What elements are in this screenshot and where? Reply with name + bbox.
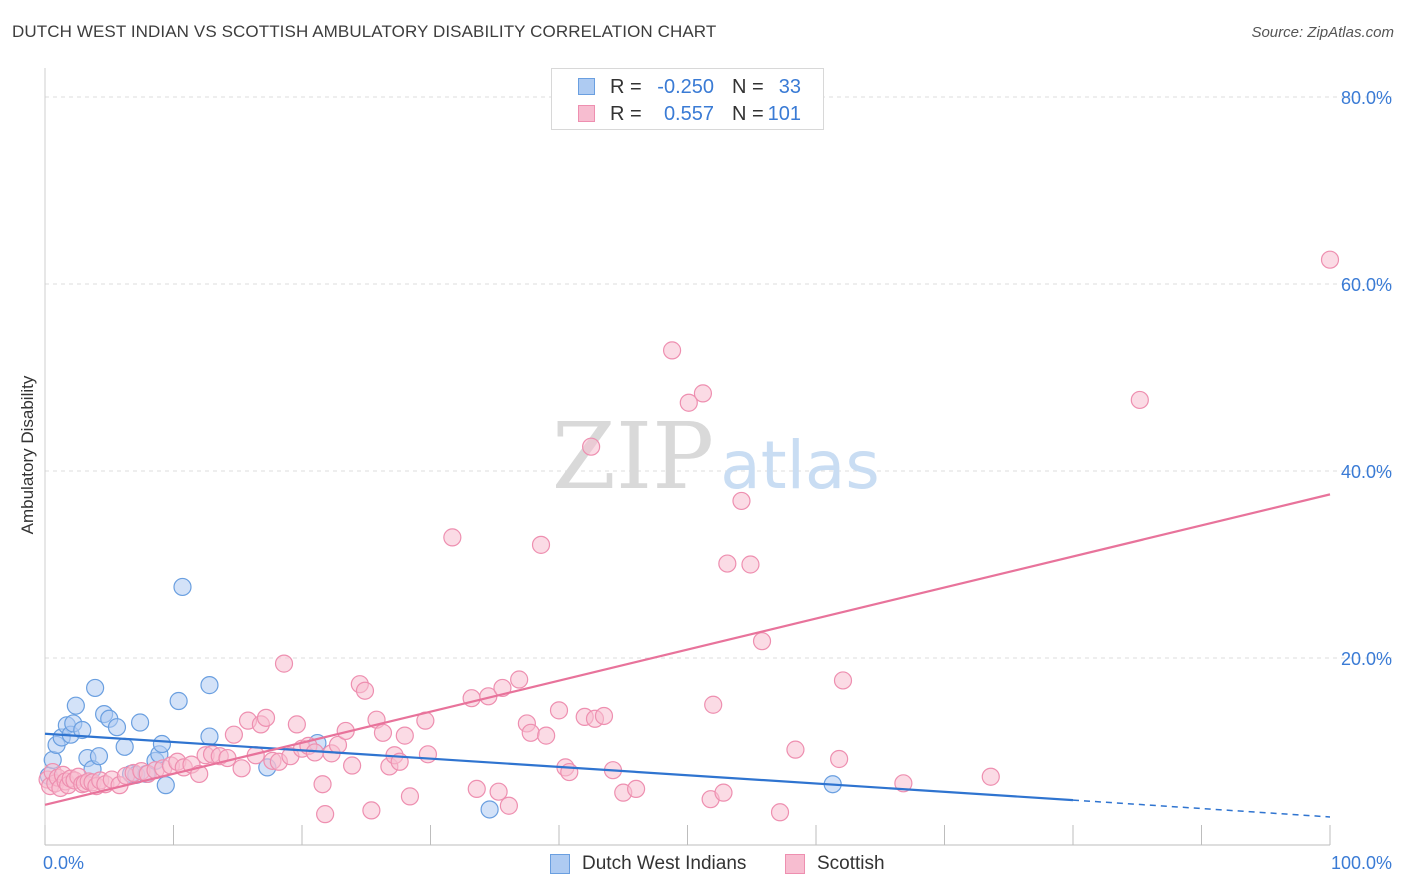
legend-r-label: R = — [610, 76, 642, 98]
watermark-atlas: atlas — [720, 427, 880, 504]
legend-label: Scottish — [817, 853, 885, 874]
legend-n-label: N = — [732, 76, 764, 98]
scottish-point — [732, 491, 751, 511]
dutch-west-indian-point — [66, 696, 85, 715]
legend-swatch-pink — [785, 854, 805, 874]
scottish-point — [679, 393, 698, 412]
scottish-point — [1130, 390, 1149, 410]
y-tick-label: 80.0% — [1341, 88, 1392, 108]
grid-lines — [45, 96, 1392, 659]
scottish-point — [373, 723, 393, 742]
scottish-point — [521, 723, 540, 742]
scottish-point — [531, 535, 551, 554]
watermark-zip: ZIP — [552, 403, 714, 510]
dutch-west-indian-point — [200, 676, 219, 695]
dutch-west-indian-point — [200, 727, 219, 746]
scottish-point — [752, 632, 772, 651]
legend-swatch-blue — [550, 854, 570, 874]
dutch-west-indian-point — [152, 734, 172, 754]
dutch-west-indian-point — [86, 678, 105, 698]
scottish-point — [770, 803, 790, 822]
y-tick-label: 40.0% — [1341, 462, 1392, 482]
trend-lines — [44, 493, 1331, 818]
scottish-point — [400, 787, 420, 806]
scottish-point — [489, 782, 508, 801]
scottish-point — [981, 767, 1000, 786]
dutch-west-indian-point — [156, 776, 175, 795]
legend-swatch-pink — [578, 105, 595, 122]
scottish-point — [626, 779, 646, 799]
scottish-point — [662, 341, 682, 360]
scottish-point — [362, 801, 381, 820]
scottish-point — [830, 749, 849, 769]
legend-n-label: N = — [732, 103, 764, 125]
scottish-trend-line — [44, 493, 1331, 806]
scottish-point — [894, 774, 913, 793]
legend-n-value: 101 — [767, 103, 801, 125]
scottish-point — [443, 528, 462, 547]
dutch-west-indian-point — [169, 691, 188, 711]
scottish-point — [594, 706, 614, 726]
scottish-point — [537, 726, 556, 745]
dutch-west-indian-point — [115, 737, 134, 756]
scottish-point — [833, 671, 853, 690]
dutch-west-indian-point — [73, 720, 92, 740]
legend-r-value: -0.250 — [657, 76, 714, 98]
legend-n-value: 33 — [778, 76, 801, 98]
scottish-point — [418, 745, 438, 764]
legend-swatch-blue — [578, 78, 595, 95]
scottish-point — [786, 740, 805, 759]
scottish-point — [693, 384, 713, 403]
scottish-point — [510, 670, 529, 689]
y-tick-label: 20.0% — [1341, 649, 1392, 669]
scottish-point — [343, 756, 362, 775]
scottish-point — [704, 695, 723, 714]
scottish-point — [274, 654, 294, 673]
scottish-point — [582, 437, 601, 456]
chart-title: DUTCH WEST INDIAN VS SCOTTISH AMBULATORY… — [12, 22, 717, 41]
dutch-west-indians-trend-extension — [1072, 799, 1331, 818]
correlation-legend: R = -0.250 N = 33 R = 0.557 N = 101 — [551, 68, 824, 130]
dutch-west-indian-point — [130, 713, 150, 732]
tick-labels: 20.0% 40.0% 60.0% 80.0% 0.0% 100.0% — [43, 88, 1392, 873]
scottish-point — [316, 805, 335, 824]
scottish-point — [741, 555, 760, 574]
x-tick-label: 0.0% — [43, 853, 84, 873]
legend-label: Dutch West Indians — [582, 853, 747, 874]
scottish-point — [313, 775, 332, 794]
scottish-point — [256, 708, 276, 727]
scottish-point — [1320, 250, 1340, 269]
scottish-point — [395, 726, 414, 745]
dutch-west-indian-point — [89, 747, 109, 766]
scottish-point — [287, 715, 306, 734]
scottish-point — [232, 759, 251, 778]
legend-row-scottish: R = 0.557 N = 101 — [552, 102, 823, 126]
scottish-point — [549, 701, 569, 720]
dutch-west-indian-point — [107, 718, 127, 737]
dutch-west-indians-trend-line — [44, 732, 1074, 802]
x-tick-label: 100.0% — [1331, 853, 1392, 873]
legend-r-label: R = — [610, 103, 642, 125]
scottish-point — [218, 748, 237, 768]
scottish-point — [714, 783, 733, 802]
series-legend: Dutch West Indians Scottish — [0, 851, 1406, 877]
dutch-west-indian-point — [480, 800, 499, 819]
dutch-west-indian-point — [173, 577, 192, 597]
y-tick-label: 60.0% — [1341, 275, 1392, 295]
scottish-point — [467, 779, 486, 799]
scottish-point — [718, 554, 737, 573]
scottish-point — [499, 796, 518, 815]
scottish-point — [224, 725, 243, 744]
scottish-point — [355, 681, 375, 700]
legend-row-dutch-west-indians: R = -0.250 N = 33 — [552, 75, 823, 99]
watermark: ZIP atlas — [552, 403, 880, 510]
axes — [44, 68, 1331, 846]
data-points — [38, 250, 1340, 824]
legend-r-value: 0.557 — [663, 103, 714, 125]
source-label: Source: ZipAtlas.com — [1251, 24, 1394, 41]
